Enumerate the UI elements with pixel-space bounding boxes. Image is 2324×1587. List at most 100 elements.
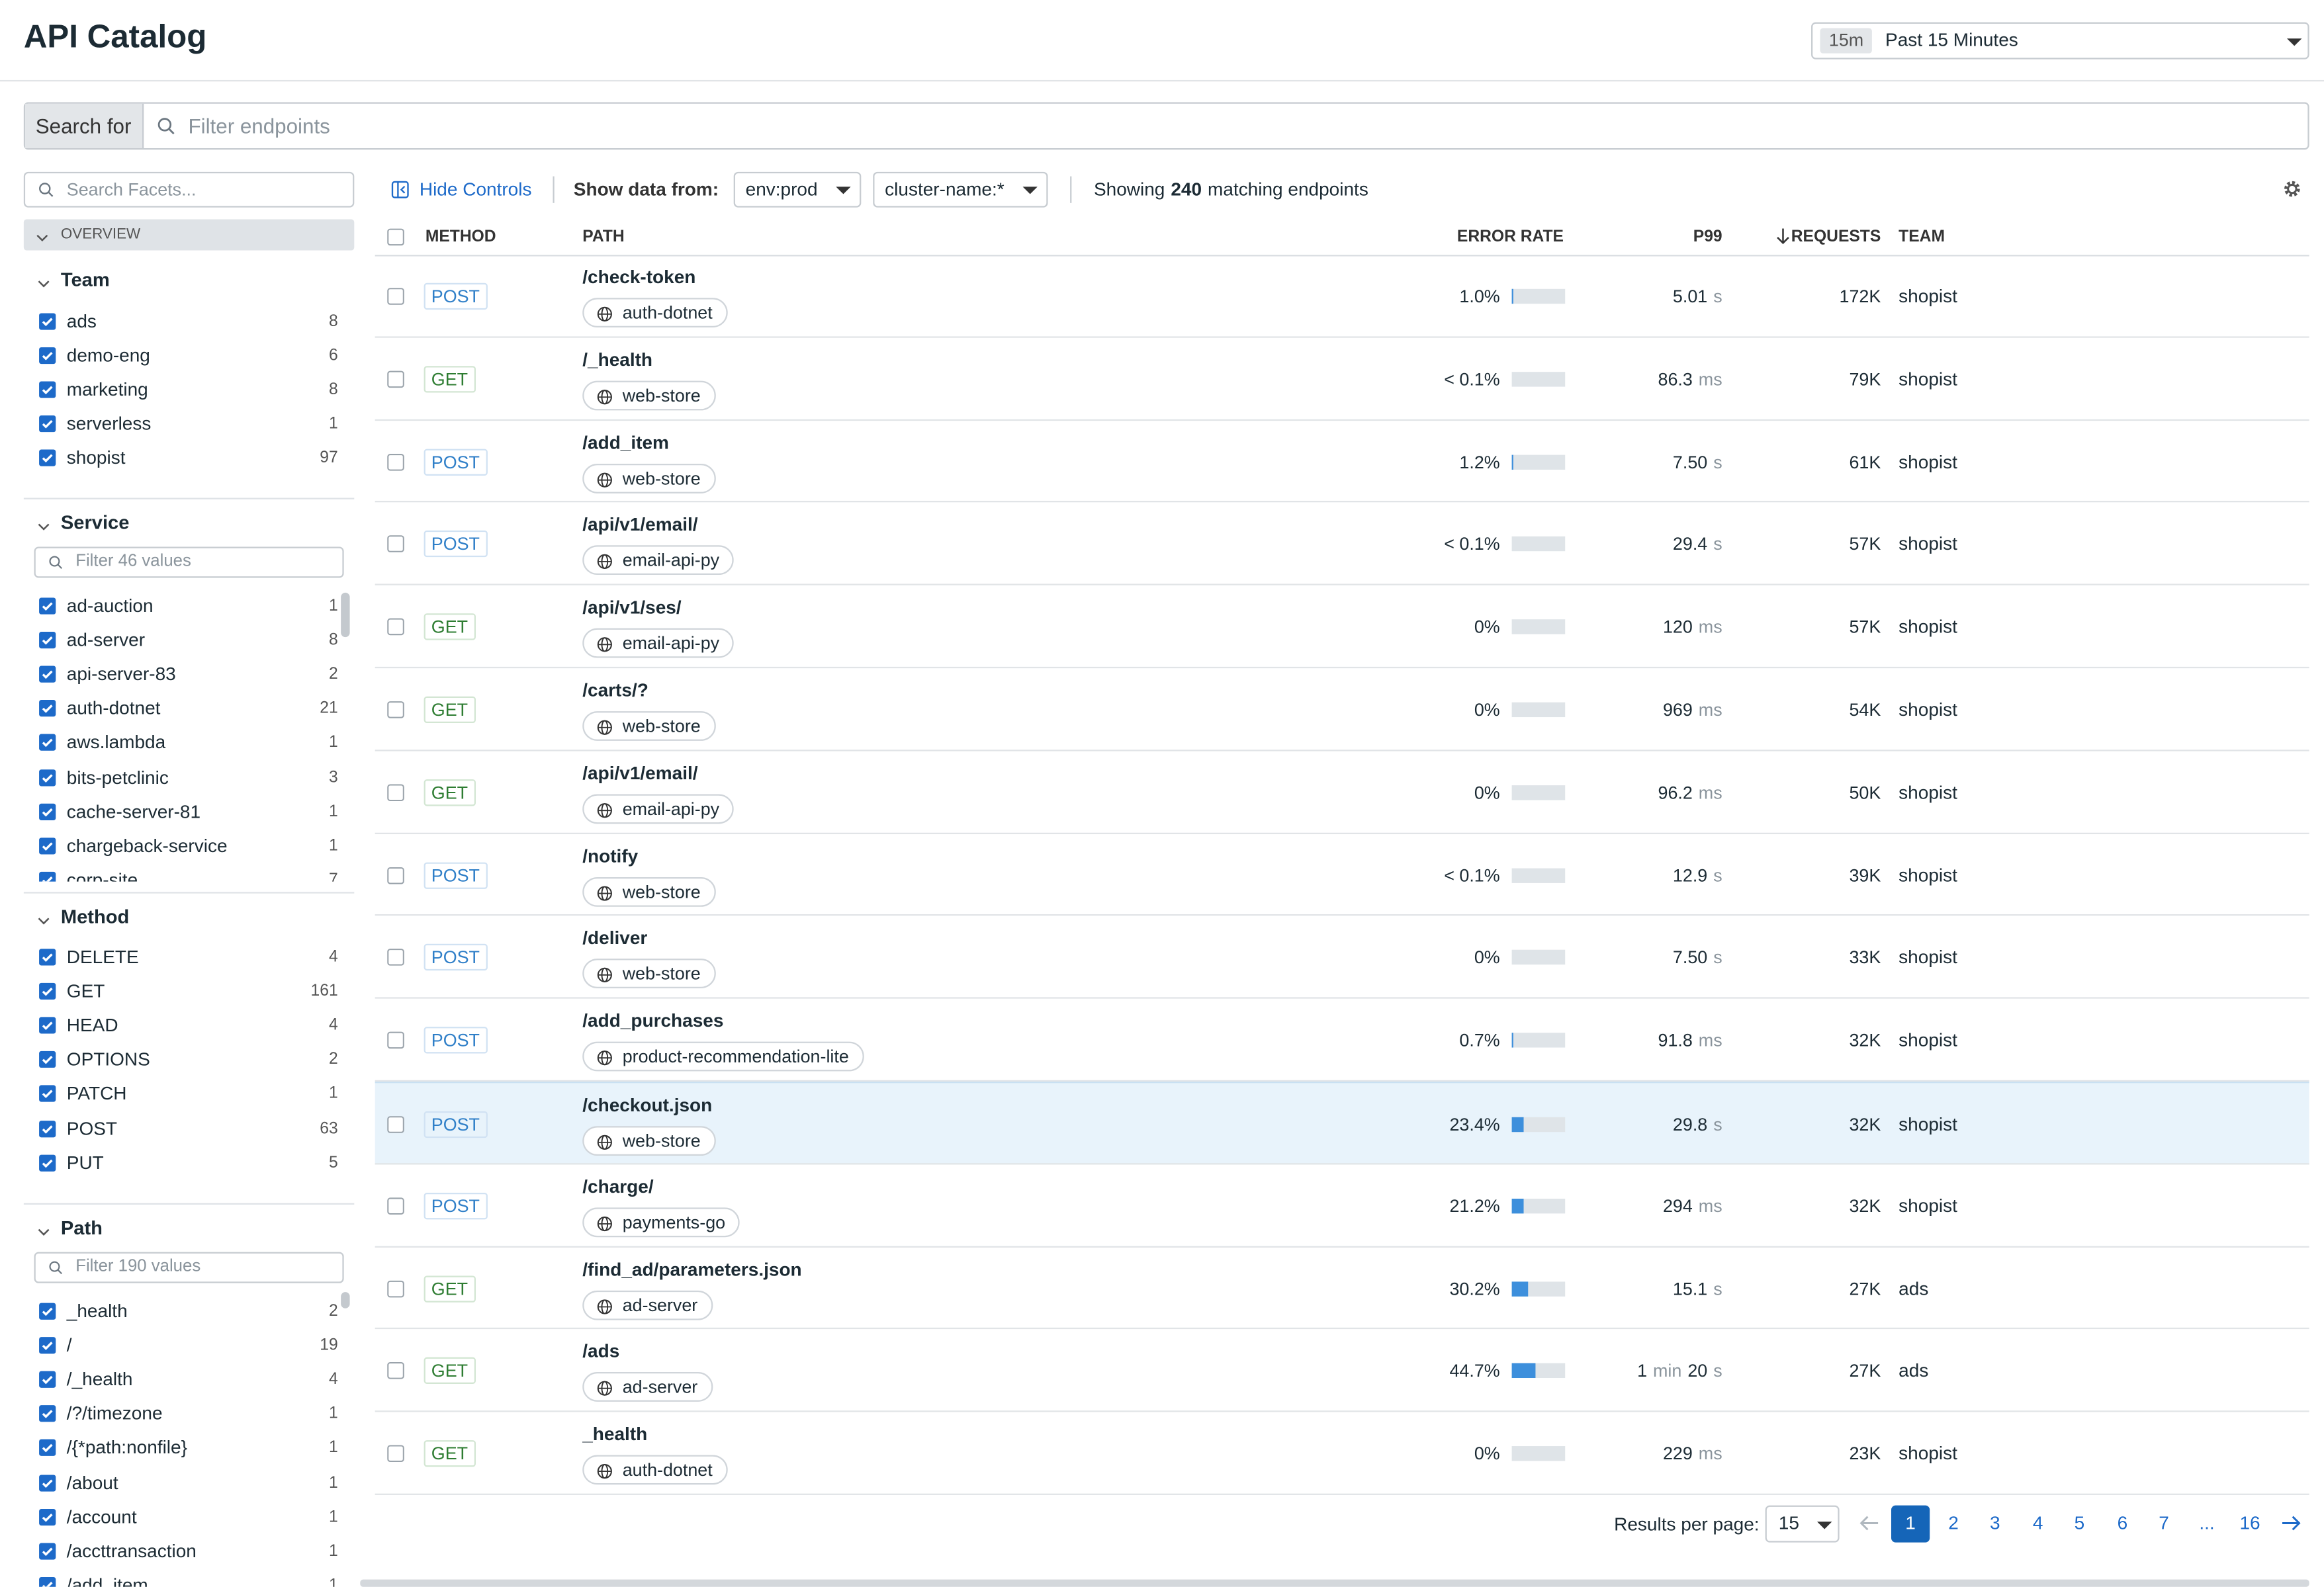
service-pill[interactable]: web-store xyxy=(582,959,716,989)
service-pill[interactable]: web-store xyxy=(582,463,716,493)
service-pill[interactable]: web-store xyxy=(582,1126,716,1156)
facet-title[interactable]: Method xyxy=(60,905,130,928)
facet-title[interactable]: Team xyxy=(60,268,110,291)
team[interactable]: shopist xyxy=(1899,1030,1957,1051)
table-row[interactable]: POST/api/v1/email/email-api-py < 0.1% 29.4… xyxy=(375,503,2309,586)
endpoint-path[interactable]: /find_ad/parameters.json xyxy=(582,1258,802,1280)
facet-item-label[interactable]: / xyxy=(66,1335,72,1356)
facet-item-label[interactable]: PATCH xyxy=(66,1084,127,1105)
env-dropdown[interactable]: env:prod xyxy=(733,171,862,208)
team[interactable]: shopist xyxy=(1899,865,1957,886)
facet-item-label[interactable]: HEAD xyxy=(66,1015,118,1037)
team[interactable]: shopist xyxy=(1899,1195,1957,1217)
cluster-value[interactable]: cluster-name:* xyxy=(885,179,1005,200)
team[interactable]: shopist xyxy=(1899,451,1957,472)
per-page-value[interactable]: 15 xyxy=(1778,1512,1799,1534)
page-button[interactable]: 5 xyxy=(2074,1512,2085,1534)
column-header[interactable]: REQUESTS xyxy=(1791,228,1881,246)
facet-item-label[interactable]: chargeback-service xyxy=(66,835,228,856)
table-row[interactable]: POST/check-token auth-dotnet 1.0% 5.01 s 172K… xyxy=(375,255,2309,338)
service-pill[interactable]: web-store xyxy=(582,380,716,410)
endpoint-path[interactable]: /notify xyxy=(582,845,639,867)
overview-bar[interactable]: OVERVIEW xyxy=(23,219,355,251)
facet-filter[interactable]: Filter 46 values xyxy=(34,546,344,578)
table-row[interactable]: POST/checkout.json web-store 23.4% 29.8 s 32K… xyxy=(375,1082,2309,1165)
facet-item-label[interactable]: api-server-83 xyxy=(66,664,176,685)
search-bar[interactable]: Search for Filter endpoints xyxy=(23,102,2309,150)
search-input[interactable]: Filter endpoints xyxy=(188,114,330,138)
page-button[interactable]: 6 xyxy=(2117,1512,2128,1534)
team[interactable]: shopist xyxy=(1899,1443,1957,1465)
service-pill[interactable]: email-api-py xyxy=(582,794,735,824)
facet-item-label[interactable]: GET xyxy=(66,980,105,1002)
endpoint-path[interactable]: /add_item xyxy=(582,432,669,453)
service-pill[interactable]: web-store xyxy=(582,877,716,906)
team[interactable]: shopist xyxy=(1899,782,1957,803)
team[interactable]: shopist xyxy=(1899,534,1957,555)
page-button[interactable]: 1 xyxy=(1891,1505,1930,1543)
endpoint-path[interactable]: /carts/? xyxy=(582,680,648,701)
page-button[interactable]: 16 xyxy=(2239,1512,2260,1534)
table-row[interactable]: POST/add_purchases product-recommendation… xyxy=(375,999,2309,1082)
column-header[interactable]: METHOD xyxy=(425,228,496,246)
table-row[interactable]: POST/notify web-store < 0.1% 12.9 s 39K shopis… xyxy=(375,834,2309,917)
team[interactable]: ads xyxy=(1899,1361,1929,1382)
endpoint-path[interactable]: _health xyxy=(582,1424,648,1445)
team[interactable]: shopist xyxy=(1899,947,1957,968)
facet-item-label[interactable]: marketing xyxy=(66,379,148,401)
facet-item-label[interactable]: auth-dotnet xyxy=(66,698,161,719)
page-button[interactable]: ... xyxy=(2199,1512,2215,1534)
service-pill[interactable]: ad-server xyxy=(582,1289,713,1320)
table-row[interactable]: POST/add_item web-store 1.2% 7.50 s 61K shopis… xyxy=(375,420,2309,503)
table-row[interactable]: GET/api/v1/ses/email-api-py 0% 120 ms 57K sho… xyxy=(375,585,2309,669)
table-row[interactable]: GET /_health web-store < 0.1% 86.3 ms 79K shopi… xyxy=(375,337,2309,421)
facet-filter[interactable]: Filter 190 values xyxy=(34,1252,344,1283)
table-row[interactable]: GET/carts/? web-store 0% 969 ms 54K shopist xyxy=(375,668,2309,751)
facet-item-label[interactable]: aws.lambda xyxy=(66,732,166,753)
env-value[interactable]: env:prod xyxy=(745,179,818,200)
facet-item-label[interactable]: /?/timezone xyxy=(66,1403,163,1425)
facet-item-label[interactable]: shopist xyxy=(66,448,126,469)
facet-filter-input[interactable]: Filter 190 values xyxy=(75,1258,201,1276)
endpoint-path[interactable]: /api/v1/email/ xyxy=(582,515,698,536)
facet-item-label[interactable]: OPTIONS xyxy=(66,1049,150,1070)
endpoint-path[interactable]: /api/v1/ses/ xyxy=(582,597,682,619)
facet-item-label[interactable]: /add_item xyxy=(66,1574,148,1587)
time-picker[interactable]: 15m Past 15 Minutes xyxy=(1811,22,2309,60)
facet-item-label[interactable]: POST xyxy=(66,1117,118,1139)
service-pill[interactable]: product-recommendation-lite xyxy=(582,1041,864,1072)
facet-search-input[interactable]: Search Facets... xyxy=(66,179,197,200)
facet-item-label[interactable]: /accttransaction xyxy=(66,1540,197,1562)
facet-item-label[interactable]: corp-site xyxy=(66,869,138,882)
cluster-dropdown[interactable]: cluster-name:* xyxy=(873,171,1048,208)
table-row[interactable]: GET/api/v1/email/email-api-py 0% 96.2 ms 50K… xyxy=(375,751,2309,834)
service-pill[interactable]: payments-go xyxy=(582,1207,740,1237)
column-header[interactable]: P99 xyxy=(1693,228,1722,246)
facet-item-label[interactable]: ad-server xyxy=(66,630,146,651)
endpoint-path[interactable]: /api/v1/email/ xyxy=(582,763,698,784)
per-page-select[interactable]: 15 xyxy=(1765,1505,1840,1543)
hide-controls[interactable]: Hide Controls xyxy=(419,179,532,200)
facet-item-label[interactable]: _health xyxy=(66,1301,128,1322)
page-button[interactable]: 3 xyxy=(1989,1512,2000,1534)
team[interactable]: shopist xyxy=(1899,1114,1957,1135)
service-pill[interactable]: auth-dotnet xyxy=(582,298,728,327)
endpoint-path[interactable]: /deliver xyxy=(582,927,648,949)
endpoint-path[interactable]: /check-token xyxy=(582,267,696,288)
column-header[interactable]: ERROR RATE xyxy=(1456,228,1564,246)
facet-item-label[interactable]: /_health xyxy=(66,1369,133,1391)
endpoint-path[interactable]: /ads xyxy=(582,1341,620,1363)
team[interactable]: shopist xyxy=(1899,699,1957,720)
table-row[interactable]: GET/ads ad-server 44.7% 1 min 20 s 27K ads xyxy=(375,1330,2309,1412)
facet-item-label[interactable]: demo-eng xyxy=(66,345,150,366)
facet-item-label[interactable]: ads xyxy=(66,311,97,332)
endpoint-path[interactable]: /charge/ xyxy=(582,1176,654,1197)
facet-title[interactable]: Service xyxy=(60,511,130,534)
facet-item-label[interactable]: PUT xyxy=(66,1152,104,1174)
endpoint-path[interactable]: /_health xyxy=(582,349,653,370)
table-row[interactable]: GET/find_ad/parameters.json ad-server 30.2… xyxy=(375,1247,2309,1330)
facet-item-label[interactable]: cache-server-81 xyxy=(66,800,201,822)
facet-item-label[interactable]: serverless xyxy=(66,413,152,435)
service-pill[interactable]: web-store xyxy=(582,711,716,741)
facet-item-label[interactable]: /about xyxy=(66,1472,118,1493)
